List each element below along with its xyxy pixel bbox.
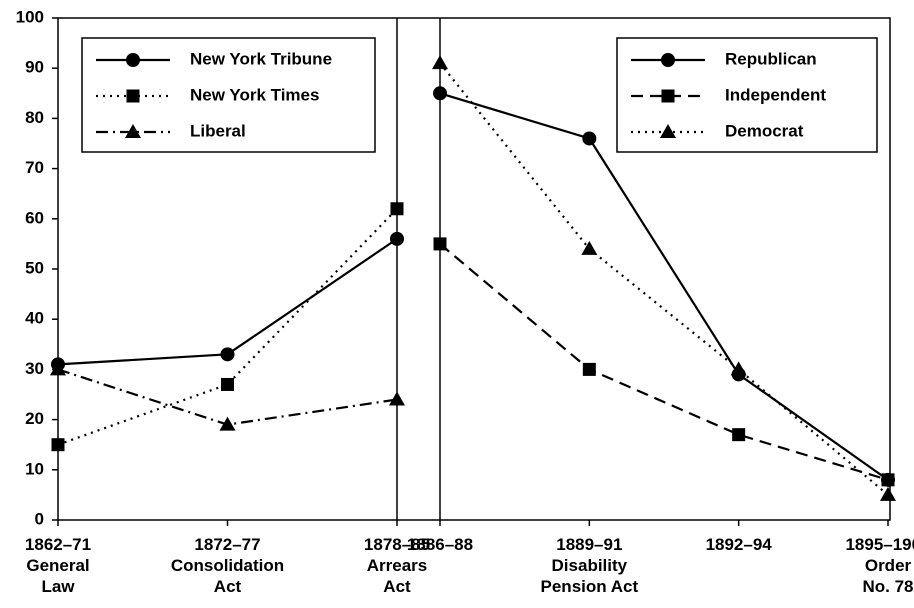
y-tick-label: 20 xyxy=(25,409,44,428)
marker xyxy=(881,473,895,487)
x-tick-label: 1889–91 Disability Pension Act xyxy=(540,535,639,596)
y-tick-label: 30 xyxy=(25,359,44,378)
marker xyxy=(390,202,404,216)
legend-label: Independent xyxy=(725,85,826,104)
marker xyxy=(219,416,236,431)
marker xyxy=(126,89,140,103)
marker xyxy=(581,240,598,255)
series-line xyxy=(439,62,889,496)
y-tick-label: 50 xyxy=(25,258,44,277)
marker xyxy=(50,361,66,376)
marker xyxy=(125,124,141,138)
x-tick-label: 1886–88 xyxy=(406,535,474,554)
marker xyxy=(660,124,676,138)
y-tick-label: 0 xyxy=(35,509,44,528)
marker xyxy=(433,86,447,101)
marker xyxy=(661,89,675,103)
legend-label: Democrat xyxy=(725,121,804,140)
x-tick-label: 1872–77 Consolidation Act xyxy=(170,535,285,596)
y-tick-label: 10 xyxy=(25,459,44,478)
marker xyxy=(221,377,234,391)
series-line xyxy=(57,368,398,426)
y-tick-label: 80 xyxy=(25,108,44,127)
y-tick-label: 70 xyxy=(25,158,44,177)
marker xyxy=(389,391,405,406)
y-tick-label: 40 xyxy=(25,309,44,328)
marker xyxy=(582,131,597,146)
legend-label: Liberal xyxy=(190,121,246,140)
legend-label: New York Tribune xyxy=(190,49,332,68)
y-tick-label: 60 xyxy=(25,208,44,227)
marker xyxy=(880,486,896,501)
marker xyxy=(732,428,746,442)
marker xyxy=(390,231,404,246)
marker xyxy=(126,53,140,67)
marker xyxy=(51,438,65,452)
marker xyxy=(661,53,675,67)
marker xyxy=(220,347,235,362)
marker xyxy=(582,362,596,376)
x-tick-label: 1895–1904 Order No. 78 xyxy=(845,535,914,596)
x-tick-label: 1878–85 Arrears Act xyxy=(363,535,431,596)
series-line xyxy=(439,92,889,481)
marker xyxy=(730,361,747,376)
legend-label: Republican xyxy=(725,49,817,68)
marker xyxy=(432,55,448,70)
y-tick-label: 90 xyxy=(25,58,44,77)
series-line xyxy=(57,207,398,446)
marker xyxy=(433,237,447,251)
y-tick-label: 100 xyxy=(16,7,44,26)
x-tick-label: 1892–94 xyxy=(705,535,772,554)
series-line xyxy=(57,237,398,366)
series-line xyxy=(439,243,889,481)
x-tick-label: 1862–71 General Law xyxy=(24,535,92,596)
legend-label: New York Times xyxy=(190,85,319,104)
